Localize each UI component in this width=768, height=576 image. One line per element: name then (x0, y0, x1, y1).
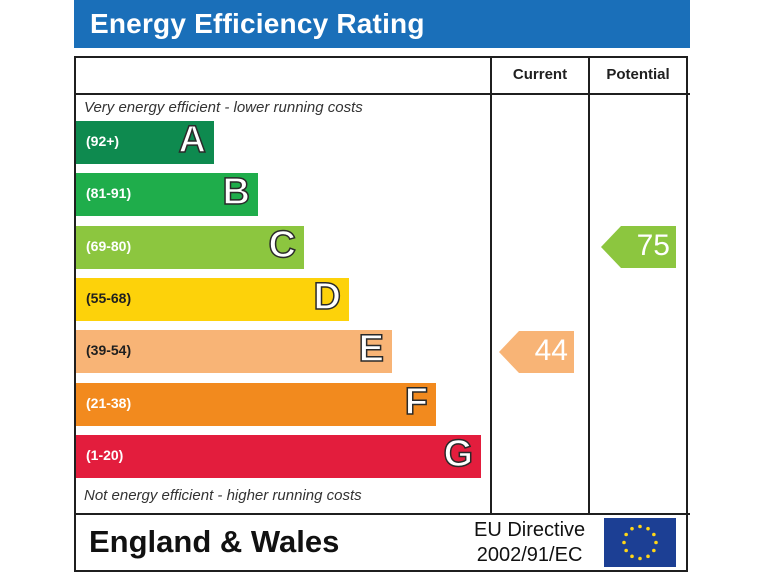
bottom-note: Not energy efficient - higher running co… (84, 487, 362, 504)
band-range: (39-54) (86, 342, 132, 359)
eu-star-icon (624, 532, 628, 537)
eu-star-icon (654, 540, 658, 545)
eu-star-icon (638, 556, 642, 561)
chart-frame (74, 56, 688, 572)
band-range: (1-20) (86, 446, 124, 463)
band-letter: D (313, 275, 342, 319)
potential-rating-pointer: 75 (601, 226, 676, 269)
band-range: (21-38) (86, 394, 132, 411)
header-divider (74, 93, 690, 95)
eu-star-icon (630, 554, 634, 559)
band-d: (55-68) D (76, 275, 349, 321)
eu-star-icon (646, 554, 650, 559)
directive-line2: 2002/91/EC (476, 544, 583, 566)
band-g: (1-20) G (76, 432, 481, 478)
current-rating-pointer-value: 44 (534, 333, 568, 367)
band-letter: E (358, 327, 385, 371)
eu-star-icon (638, 524, 642, 529)
band-b: (81-91) B (76, 171, 258, 217)
band-e: (39-54) E (76, 327, 392, 374)
band-range: (69-80) (86, 237, 132, 254)
band-letter: F (404, 380, 429, 424)
potential-rating-pointer-value: 75 (636, 229, 670, 263)
eu-star-icon (630, 526, 634, 531)
band-a: (92+) A (76, 118, 214, 164)
band-range: (81-91) (86, 185, 132, 202)
band-f: (21-38) F (76, 380, 436, 426)
directive-line1: EU Directive (474, 519, 586, 541)
current-column-header: Current (512, 66, 568, 83)
band-c: (69-80) C (76, 223, 304, 269)
footer-country: England & Wales (89, 524, 340, 559)
divider-potential (588, 56, 590, 515)
band-range: (92+) (86, 133, 120, 149)
band-letter: C (268, 223, 297, 267)
band-letter: G (443, 432, 474, 476)
chart-title: Energy Efficiency Rating (90, 8, 425, 39)
eu-star-icon (652, 548, 656, 553)
title-bar: Energy Efficiency Rating (74, 0, 690, 48)
eu-flag-icon (604, 518, 676, 567)
eu-star-icon (646, 526, 650, 531)
footer-directive: EU Directive 2002/91/EC (474, 518, 585, 568)
divider-current (490, 56, 492, 515)
eu-star-icon (622, 540, 626, 545)
eu-star-icon (624, 548, 628, 553)
footer-divider (74, 513, 690, 515)
band-range: (55-68) (86, 289, 132, 306)
eu-star-icon (652, 532, 656, 537)
potential-column-header: Potential (606, 66, 670, 83)
current-rating-pointer: 44 (499, 330, 574, 373)
top-note: Very energy efficient - lower running co… (84, 99, 363, 116)
band-letter: B (222, 171, 251, 215)
band-letter: A (178, 118, 207, 162)
